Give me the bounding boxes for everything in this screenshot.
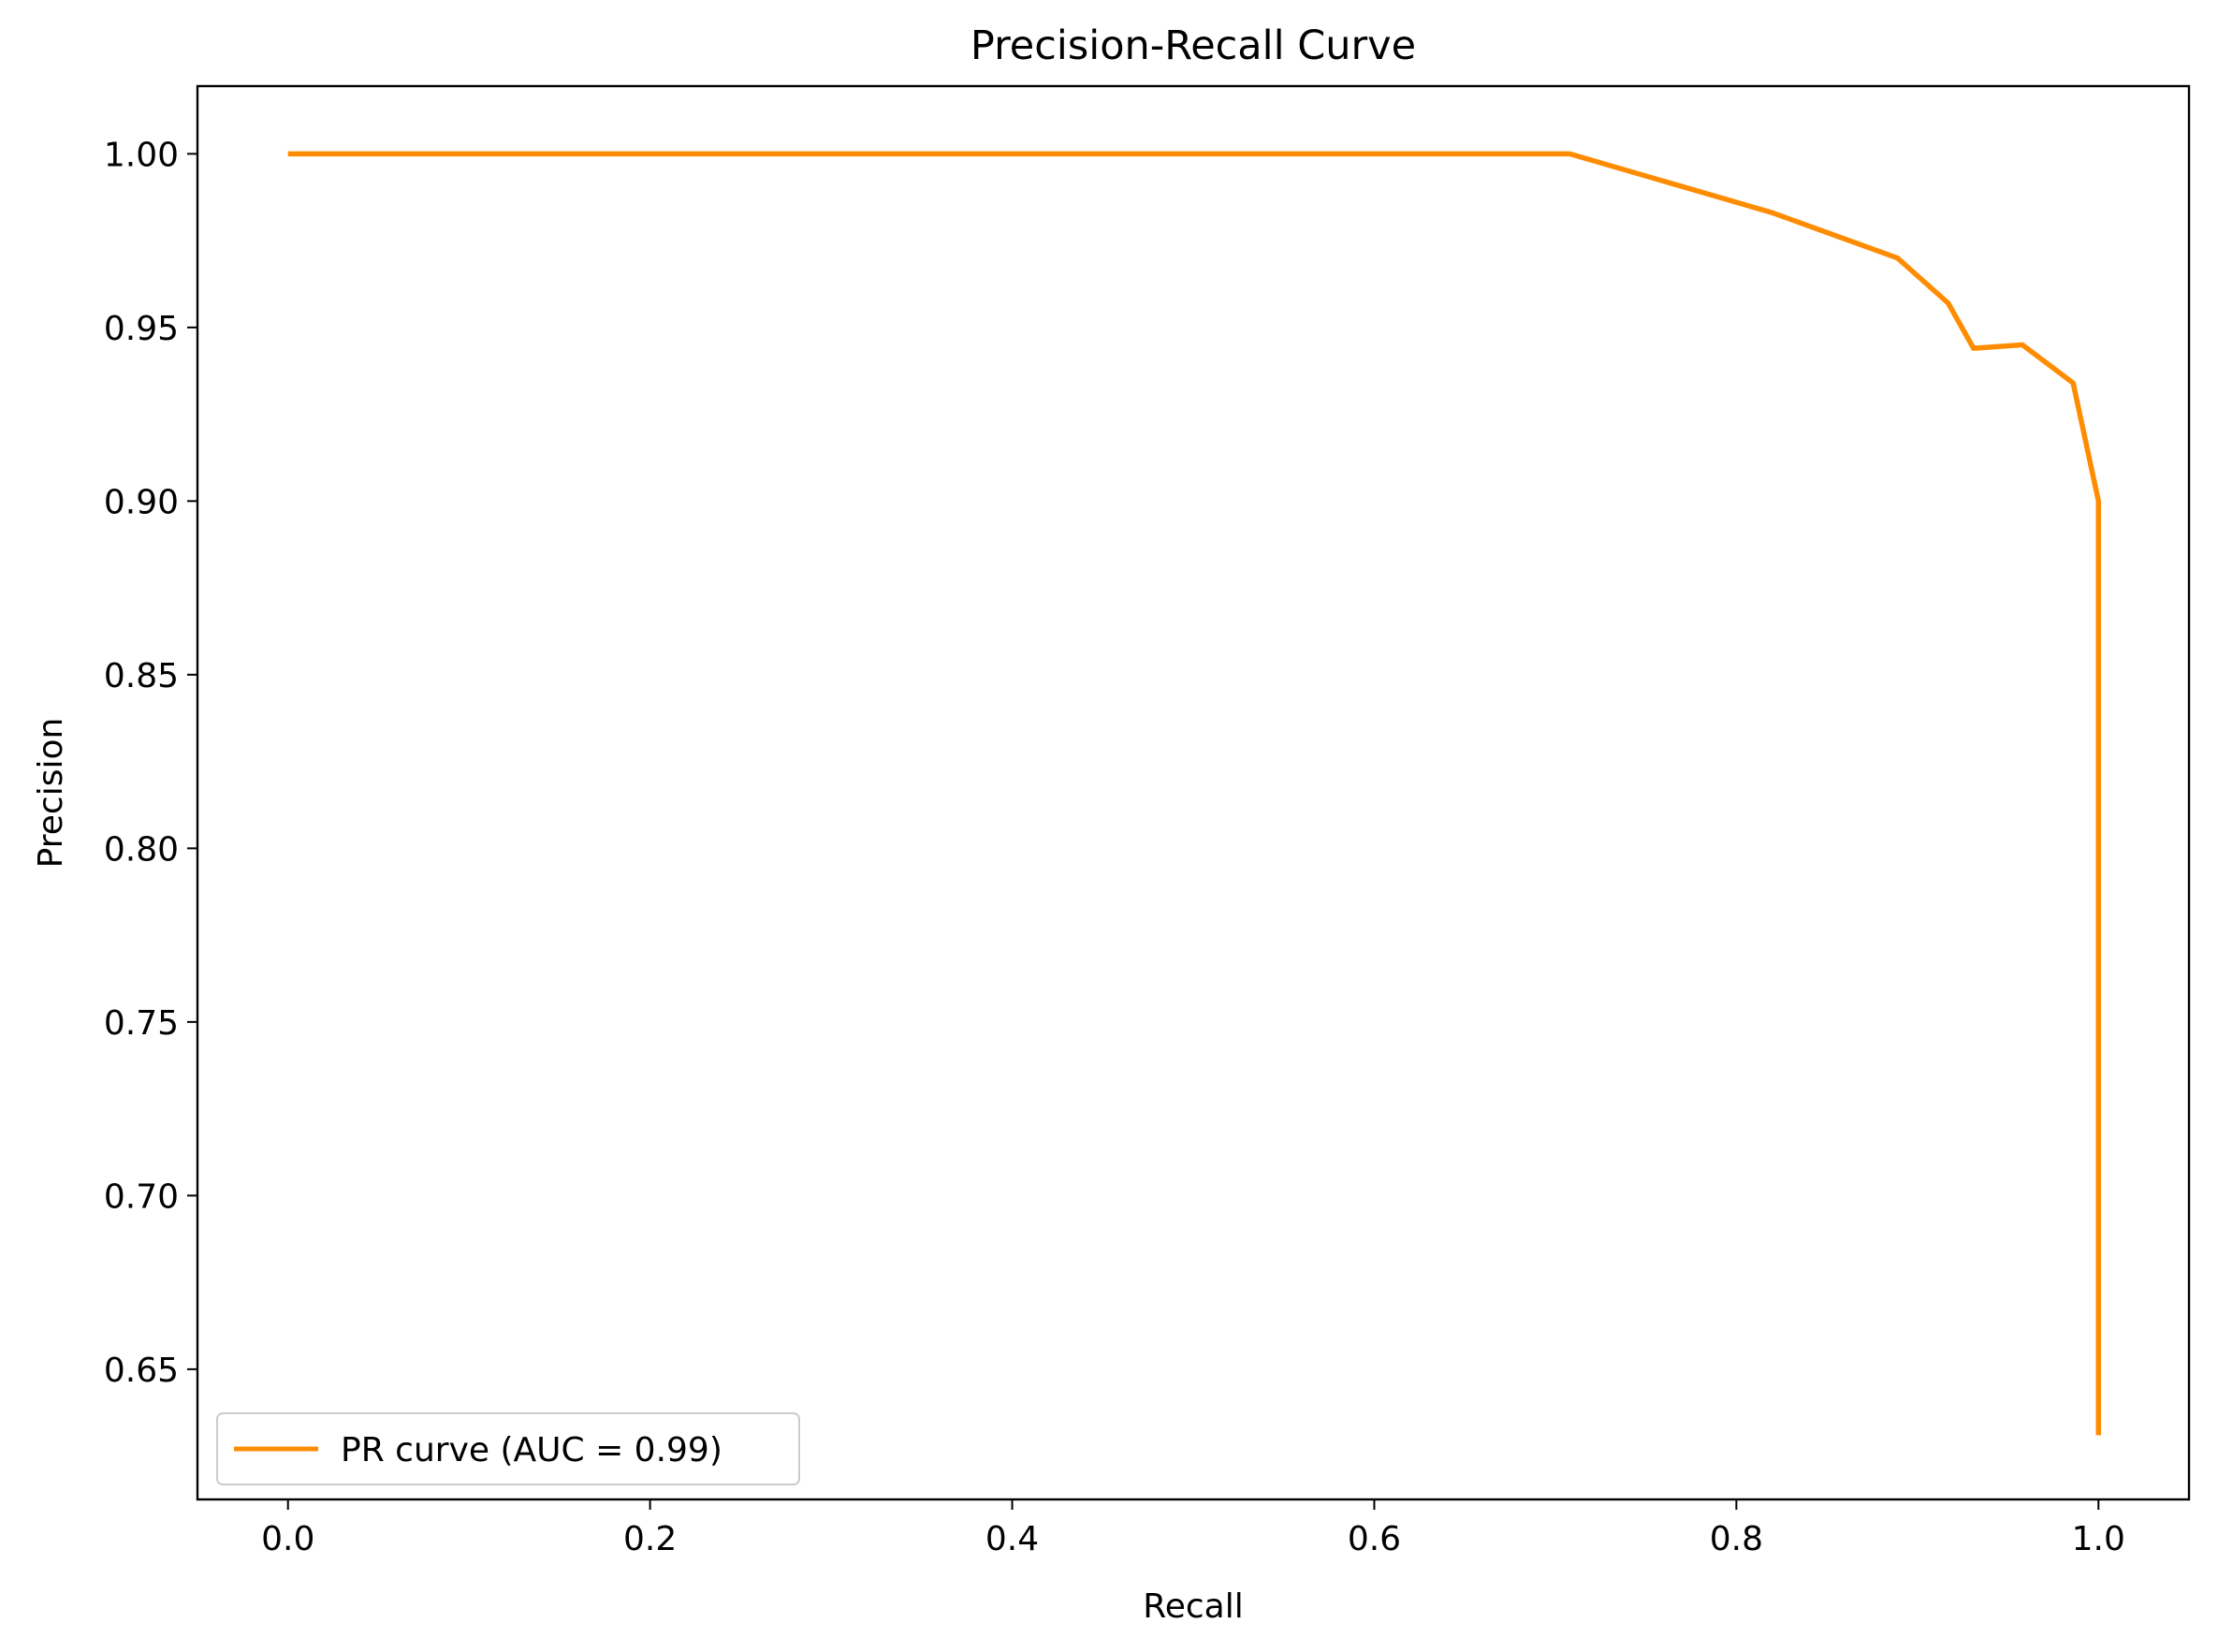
y-tick-label: 0.90 [104, 483, 179, 521]
x-tick-label: 0.6 [1348, 1520, 1401, 1558]
plot-frame [196, 84, 2191, 1501]
series-layer [287, 151, 2102, 1436]
legend-label: PR curve (AUC = 0.99) [341, 1431, 722, 1469]
x-axis: 0.0 0.2 0.4 0.6 0.8 1.0 [261, 1499, 2125, 1558]
y-tick-label: 0.75 [104, 1004, 179, 1043]
x-axis-label: Recall [1143, 1587, 1243, 1626]
y-tick-label: 0.80 [104, 830, 179, 869]
chart-title: Precision-Recall Curve [970, 22, 1416, 69]
y-axis: 0.65 0.70 0.75 0.80 0.85 0.90 0.95 1.00 [104, 136, 197, 1390]
series-line-0 [287, 151, 2102, 1436]
y-tick-label: 0.70 [104, 1177, 179, 1216]
legend-box [216, 1412, 800, 1485]
y-tick-label: 0.65 [104, 1352, 179, 1390]
y-tick-label: 1.00 [104, 136, 179, 174]
y-axis-label: Precision [32, 718, 70, 869]
x-tick-label: 0.2 [623, 1520, 677, 1558]
y-tick-label: 0.85 [104, 657, 179, 695]
x-tick-label: 0.8 [1710, 1520, 1763, 1558]
x-tick-label: 0.4 [985, 1520, 1039, 1558]
x-tick-label: 1.0 [2072, 1520, 2125, 1558]
legend: PR curve (AUC = 0.99) [216, 1412, 800, 1485]
x-tick-label: 0.0 [261, 1520, 314, 1558]
y-tick-label: 0.95 [104, 310, 179, 348]
